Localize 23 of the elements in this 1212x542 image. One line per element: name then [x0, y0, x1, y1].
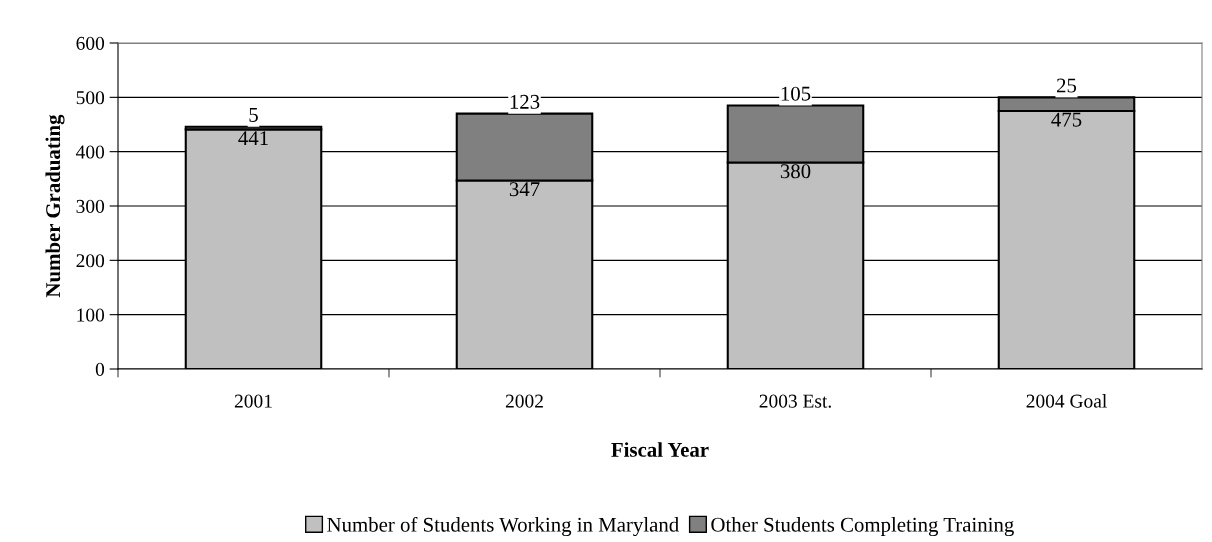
data-label: 475 — [1051, 112, 1082, 127]
y-axis-title: Number Graduating — [45, 114, 65, 298]
y-tick-label: 200 — [76, 254, 105, 268]
y-tick-label: 100 — [77, 308, 105, 322]
data-label: 5 — [249, 108, 258, 122]
data-label: 105 — [781, 86, 811, 101]
data-label: 123 — [510, 94, 540, 109]
data-label: 25 — [1057, 78, 1077, 93]
data-label: 380 — [780, 164, 811, 179]
x-tick-label: 2004 Goal — [1026, 394, 1107, 408]
y-tick-label: 600 — [76, 36, 105, 50]
x-tick-label: 2002 — [505, 394, 543, 408]
y-tick-label: 500 — [76, 91, 105, 105]
y-tick-label: 300 — [76, 199, 105, 213]
y-tick-label: 0 — [95, 362, 105, 376]
x-tick-label: 2001 — [234, 394, 272, 408]
legend-label: Number of Students Working in Maryland — [327, 516, 679, 537]
y-tick-label: 400 — [76, 145, 105, 159]
x-axis-title: Fiscal Year — [611, 442, 709, 457]
data-label: 441 — [238, 131, 268, 145]
data-label: 347 — [509, 182, 540, 197]
legend-label: Other Students Completing Training — [711, 517, 1014, 537]
x-tick-label: 2003 Est. — [759, 394, 831, 408]
